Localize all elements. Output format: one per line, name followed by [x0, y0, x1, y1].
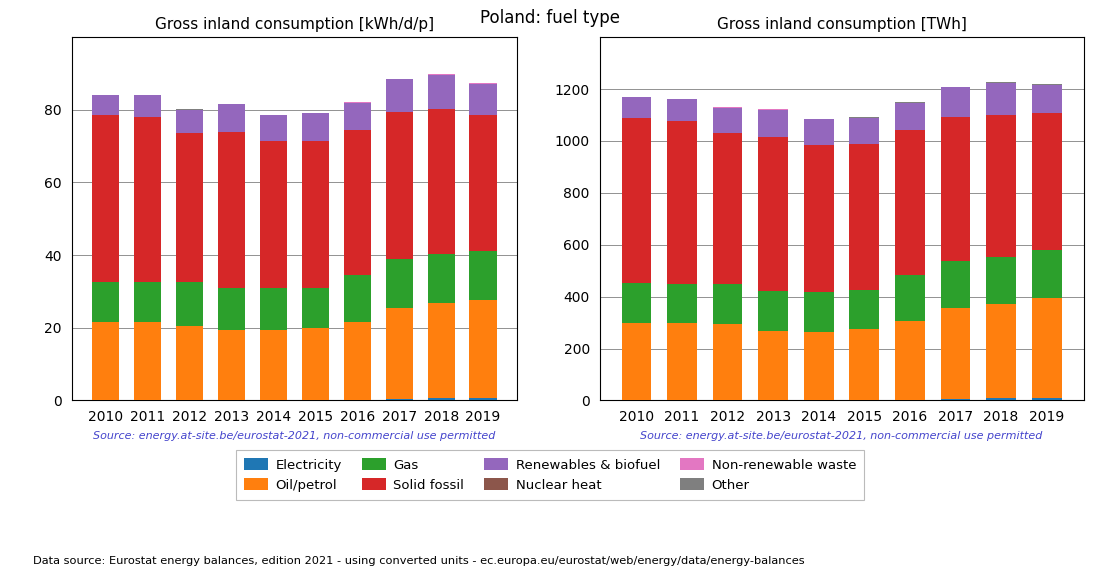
Bar: [470, 251, 497, 300]
Bar: [804, 332, 834, 400]
Bar: [134, 283, 161, 322]
Bar: [667, 99, 696, 121]
Bar: [895, 103, 925, 130]
Bar: [343, 275, 371, 322]
Bar: [713, 108, 743, 133]
Bar: [385, 79, 412, 112]
Bar: [428, 303, 454, 398]
Bar: [385, 308, 412, 399]
Bar: [987, 257, 1016, 304]
Bar: [1032, 299, 1062, 398]
Bar: [849, 144, 879, 290]
Bar: [713, 324, 743, 400]
Bar: [134, 96, 161, 117]
Bar: [940, 308, 970, 399]
Bar: [758, 291, 788, 331]
Bar: [176, 283, 204, 326]
Bar: [91, 96, 119, 116]
Bar: [218, 132, 245, 288]
Bar: [134, 322, 161, 400]
Bar: [1032, 85, 1062, 113]
Bar: [713, 284, 743, 324]
Bar: [301, 328, 329, 400]
Bar: [940, 399, 970, 400]
Bar: [470, 398, 497, 400]
Bar: [218, 288, 245, 329]
Bar: [849, 118, 879, 144]
Bar: [895, 130, 925, 275]
Bar: [176, 133, 204, 283]
Title: Gross inland consumption [kWh/d/p]: Gross inland consumption [kWh/d/p]: [155, 17, 433, 32]
Bar: [1032, 249, 1062, 299]
Bar: [621, 118, 651, 283]
Text: Poland: fuel type: Poland: fuel type: [480, 9, 620, 26]
Legend: Electricity, Oil/petrol, Gas, Solid fossil, Renewables & biofuel, Nuclear heat, : Electricity, Oil/petrol, Gas, Solid foss…: [236, 450, 864, 499]
Bar: [667, 284, 696, 323]
Bar: [1032, 113, 1062, 249]
Bar: [940, 261, 970, 308]
Bar: [385, 112, 412, 259]
Bar: [470, 300, 497, 398]
Bar: [301, 113, 329, 141]
Bar: [260, 288, 287, 329]
Bar: [91, 322, 119, 400]
Bar: [218, 104, 245, 132]
Bar: [134, 117, 161, 283]
Bar: [713, 133, 743, 284]
Bar: [385, 259, 412, 308]
Bar: [804, 120, 834, 145]
Bar: [849, 290, 879, 329]
Bar: [301, 141, 329, 288]
Bar: [470, 84, 497, 114]
Bar: [940, 117, 970, 261]
Bar: [260, 116, 287, 141]
Bar: [470, 114, 497, 251]
Bar: [385, 399, 412, 400]
Bar: [895, 321, 925, 400]
Bar: [804, 145, 834, 292]
Bar: [428, 109, 454, 255]
Bar: [176, 326, 204, 400]
Bar: [1032, 398, 1062, 400]
Bar: [91, 283, 119, 322]
Bar: [260, 141, 287, 288]
Bar: [428, 255, 454, 303]
Bar: [343, 322, 371, 400]
Bar: [91, 116, 119, 283]
Bar: [621, 97, 651, 118]
Bar: [428, 74, 454, 109]
Bar: [621, 323, 651, 400]
Text: Source: energy.at-site.be/eurostat-2021, non-commercial use permitted: Source: energy.at-site.be/eurostat-2021,…: [640, 431, 1043, 441]
Bar: [849, 329, 879, 400]
Bar: [987, 304, 1016, 398]
Text: Data source: Eurostat energy balances, edition 2021 - using converted units - ec: Data source: Eurostat energy balances, e…: [33, 557, 804, 566]
Text: Source: energy.at-site.be/eurostat-2021, non-commercial use permitted: Source: energy.at-site.be/eurostat-2021,…: [94, 431, 495, 441]
Bar: [301, 288, 329, 328]
Bar: [343, 102, 371, 130]
Bar: [621, 283, 651, 323]
Bar: [428, 398, 454, 400]
Bar: [218, 329, 245, 400]
Bar: [895, 275, 925, 321]
Bar: [940, 88, 970, 117]
Bar: [758, 110, 788, 137]
Bar: [667, 121, 696, 284]
Bar: [667, 323, 696, 400]
Bar: [987, 83, 1016, 115]
Title: Gross inland consumption [TWh]: Gross inland consumption [TWh]: [716, 17, 967, 32]
Bar: [343, 130, 371, 275]
Bar: [758, 137, 788, 291]
Bar: [804, 292, 834, 332]
Bar: [176, 110, 204, 133]
Bar: [987, 115, 1016, 257]
Bar: [260, 329, 287, 400]
Bar: [987, 398, 1016, 400]
Bar: [758, 331, 788, 400]
